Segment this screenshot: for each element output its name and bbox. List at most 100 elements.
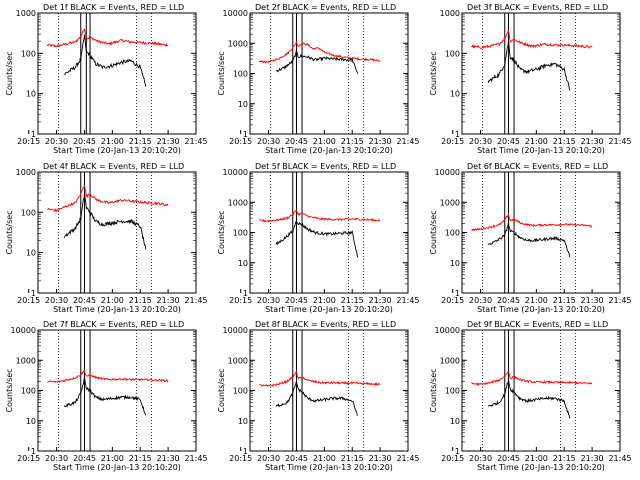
x-tick-label: 20:15	[17, 296, 40, 305]
x-tick-label: 21:30	[157, 137, 180, 146]
y-tick-label: 10	[450, 259, 460, 268]
panel-title: Det 8f BLACK = Events, RED = LLD	[255, 320, 396, 329]
y-tick-label: 10000	[223, 326, 248, 335]
x-tick-label: 21:15	[553, 137, 576, 146]
lld-series-line	[259, 371, 381, 388]
x-tick-label: 20:45	[497, 296, 520, 305]
y-tick-label: 100	[445, 387, 460, 396]
plot-frame	[249, 329, 409, 452]
events-series-line	[63, 193, 147, 250]
y-tick-label: 1000	[16, 356, 36, 365]
panel-9: Det 9f BLACK = Events, RED = LLD 1 10 100 10…	[429, 320, 632, 472]
y-tick-label: 10	[26, 417, 36, 426]
panel-2: Det 2f BLACK = Events, RED = LLD 1 10 100 10…	[217, 3, 420, 155]
events-series-line	[63, 34, 147, 87]
y-axis-label: Counts/sec	[5, 210, 14, 254]
y-tick-label: 10	[450, 90, 460, 99]
y-tick-label: 100	[445, 229, 460, 238]
y-tick-label: 10000	[223, 9, 248, 18]
y-tick-label: 1000	[440, 356, 460, 365]
y-axis-label: Counts/sec	[217, 210, 226, 254]
x-axis-label: Start Time (20-Jan-13 20:10:20)	[265, 463, 393, 472]
x-tick-label: 20:45	[73, 454, 96, 463]
y-axis-label: Counts/sec	[217, 368, 226, 412]
panel-5: Det 5f BLACK = Events, RED = LLD 1 10 100 10…	[217, 162, 420, 314]
x-tick-label: 20:45	[285, 454, 308, 463]
y-tick-label: 100	[233, 387, 248, 396]
y-tick-label: 1	[243, 289, 248, 298]
x-tick-label: 20:30	[45, 454, 68, 463]
x-tick-label: 21:45	[396, 454, 419, 463]
x-tick-label: 21:30	[157, 296, 180, 305]
x-tick-label: 20:30	[469, 454, 492, 463]
x-tick-label: 21:00	[101, 137, 124, 146]
lld-series-line	[471, 370, 593, 387]
x-tick-label: 21:30	[581, 296, 604, 305]
panel-title: Det 7f BLACK = Events, RED = LLD	[43, 320, 184, 329]
x-tick-label: 20:15	[229, 454, 252, 463]
x-tick-label: 21:30	[369, 137, 392, 146]
panel-title: Det 4f BLACK = Events, RED = LLD	[43, 162, 184, 171]
lld-series-line	[471, 212, 593, 232]
x-tick-label: 20:30	[469, 296, 492, 305]
events-series-line	[487, 40, 571, 91]
x-tick-label: 20:15	[229, 296, 252, 305]
plot-frame	[461, 171, 621, 294]
x-tick-label: 20:30	[257, 296, 280, 305]
x-tick-label: 21:00	[525, 137, 548, 146]
events-series-line	[275, 381, 359, 416]
panel-6: Det 6f BLACK = Events, RED = LLD 1 10 100 10…	[429, 162, 632, 314]
x-tick-label: 20:45	[497, 454, 520, 463]
panel-title: Det 6f BLACK = Events, RED = LLD	[467, 162, 608, 171]
events-series-line	[63, 377, 147, 416]
x-tick-label: 21:00	[525, 454, 548, 463]
y-tick-label: 1	[455, 130, 460, 139]
y-tick-label: 1000	[440, 198, 460, 207]
panel-7: Det 7f BLACK = Events, RED = LLD 1 10 100 10…	[5, 320, 208, 472]
panel-4: Det 4f BLACK = Events, RED = LLD 1 10 100 10…	[5, 162, 208, 314]
x-axis-label: Start Time (20-Jan-13 20:10:20)	[265, 305, 393, 314]
x-tick-label: 21:00	[313, 137, 336, 146]
y-tick-label: 10000	[223, 168, 248, 177]
x-tick-label: 21:45	[608, 137, 631, 146]
x-tick-label: 21:45	[184, 137, 207, 146]
y-tick-label: 1	[31, 289, 36, 298]
x-tick-label: 21:00	[525, 296, 548, 305]
y-tick-label: 100	[21, 49, 36, 58]
lld-series-line	[47, 184, 169, 213]
x-tick-label: 21:30	[581, 454, 604, 463]
y-tick-label: 1000	[16, 9, 36, 18]
x-tick-label: 21:00	[313, 296, 336, 305]
panel-title: Det 3f BLACK = Events, RED = LLD	[467, 3, 608, 12]
panel-1: Det 1f BLACK = Events, RED = LLD 1 10 100 10…	[5, 3, 208, 155]
x-tick-label: 20:15	[441, 296, 464, 305]
x-tick-label: 21:15	[129, 296, 152, 305]
x-tick-label: 20:45	[285, 296, 308, 305]
x-tick-label: 21:15	[553, 454, 576, 463]
x-tick-label: 20:15	[229, 137, 252, 146]
y-tick-label: 10000	[11, 326, 36, 335]
x-tick-label: 20:15	[17, 454, 40, 463]
y-tick-label: 10	[238, 259, 248, 268]
x-tick-label: 21:15	[129, 137, 152, 146]
x-axis-label: Start Time (20-Jan-13 20:10:20)	[477, 463, 605, 472]
y-tick-label: 100	[233, 70, 248, 79]
y-tick-label: 10000	[435, 326, 460, 335]
y-axis-label: Counts/sec	[5, 51, 14, 95]
x-tick-label: 21:15	[341, 137, 364, 146]
plot-frame	[461, 329, 621, 452]
y-tick-label: 1	[31, 447, 36, 456]
x-tick-label: 21:15	[129, 454, 152, 463]
x-tick-label: 21:45	[608, 454, 631, 463]
lld-series-line	[258, 41, 381, 64]
x-tick-label: 20:30	[469, 137, 492, 146]
lld-series-line	[46, 28, 169, 48]
y-tick-label: 100	[233, 229, 248, 238]
plot-frame	[37, 12, 197, 135]
y-axis-label: Counts/sec	[429, 210, 438, 254]
panel-title: Det 2f BLACK = Events, RED = LLD	[255, 3, 396, 12]
y-tick-label: 1	[31, 130, 36, 139]
y-axis-label: Counts/sec	[217, 51, 226, 95]
x-tick-label: 21:30	[157, 454, 180, 463]
